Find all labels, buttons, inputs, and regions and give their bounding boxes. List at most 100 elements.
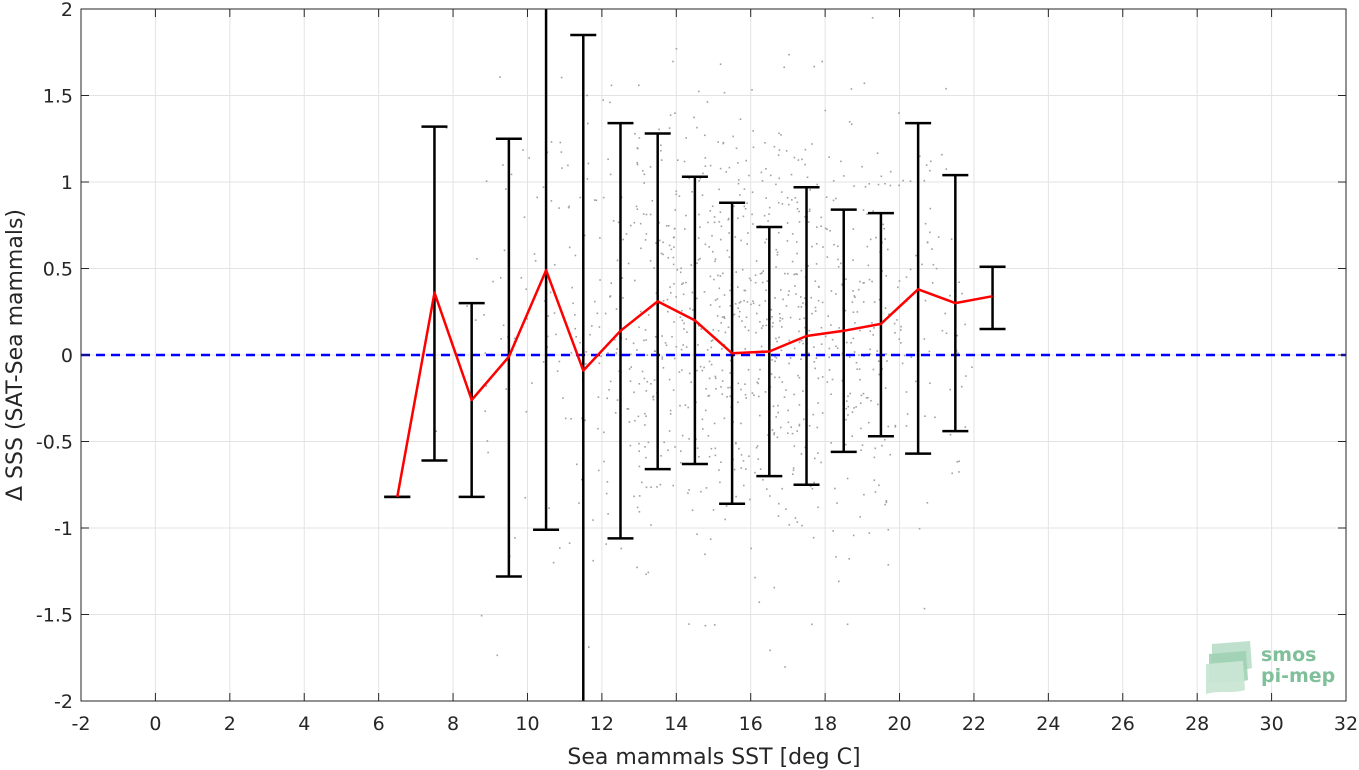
scatter-point (771, 359, 773, 361)
scatter-point (901, 362, 904, 365)
scatter-point (949, 433, 952, 436)
scatter-point (668, 430, 671, 432)
scatter-point (800, 269, 803, 272)
scatter-point (698, 324, 700, 327)
scatter-point (505, 188, 507, 190)
scatter-point (773, 433, 775, 436)
scatter-point (640, 247, 642, 250)
scatter-point (680, 461, 682, 464)
scatter-point (503, 249, 506, 252)
scatter-point (929, 169, 931, 172)
scatter-point (662, 253, 664, 256)
scatter-point (862, 392, 865, 395)
scatter-point (873, 301, 876, 303)
scatter-point (846, 623, 849, 626)
scatter-point (668, 378, 671, 381)
scatter-point (708, 360, 711, 363)
scatter-point (672, 60, 674, 63)
scatter-point (627, 408, 630, 410)
scatter-point (853, 295, 856, 297)
scatter-point (665, 225, 668, 227)
scatter-point (811, 312, 813, 315)
scatter-point (792, 473, 794, 475)
scatter-point (688, 623, 690, 625)
scatter-point (669, 413, 672, 415)
scatter-point (813, 65, 815, 68)
scatter-point (752, 130, 754, 132)
scatter-point (733, 205, 735, 208)
scatter-point (764, 142, 766, 144)
scatter-point (644, 446, 646, 448)
scatter-point (643, 339, 645, 342)
scatter-point (929, 231, 931, 234)
scatter-point (595, 199, 598, 202)
scatter-point (885, 275, 887, 277)
scatter-point (951, 472, 953, 475)
scatter-point (808, 210, 811, 212)
scatter-point (776, 340, 778, 343)
scatter-point (777, 231, 780, 234)
scatter-point (690, 381, 692, 383)
scatter-point (592, 559, 594, 562)
scatter-point (924, 222, 927, 225)
scatter-point (817, 299, 820, 302)
scatter-point (721, 348, 723, 350)
scatter-point (688, 177, 691, 180)
scatter-point (709, 210, 712, 212)
scatter-point (738, 447, 740, 450)
scatter-point (720, 322, 722, 324)
x-tick-label-0: -2 (72, 713, 91, 735)
scatter-point (638, 511, 641, 513)
scatter-point (681, 283, 683, 285)
x-tick-label-11: 20 (887, 713, 911, 735)
scatter-point (786, 222, 789, 224)
scatter-point (752, 302, 755, 305)
scatter-point (638, 383, 641, 385)
scatter-point (885, 353, 887, 355)
scatter-point (681, 309, 683, 312)
scatter-point (707, 435, 710, 437)
scatter-point (650, 383, 652, 385)
scatter-point (926, 241, 929, 244)
scatter-point (548, 507, 550, 509)
scatter-point (734, 303, 737, 305)
scatter-point (702, 428, 704, 430)
scatter-point (607, 352, 609, 354)
scatter-point (733, 468, 736, 471)
scatter-point (636, 208, 639, 210)
scatter-point (712, 329, 715, 331)
x-tick-label-5: 8 (447, 713, 459, 735)
scatter-point (958, 281, 960, 283)
scatter-point (562, 397, 564, 399)
scatter-point (945, 168, 948, 170)
scatter-point (784, 272, 786, 275)
scatter-point (547, 315, 550, 317)
scatter-point (727, 326, 730, 329)
scatter-point (820, 461, 822, 464)
scatter-point (800, 339, 803, 342)
scatter-point (847, 405, 850, 408)
scatter-point (533, 253, 536, 255)
scatter-point (838, 327, 840, 329)
scatter-point (525, 288, 527, 290)
scatter-point (870, 399, 872, 402)
scatter-point (767, 220, 769, 222)
scatter-point (643, 377, 646, 380)
scatter-point (826, 381, 829, 383)
scatter-point (860, 427, 862, 430)
scatter-point (849, 356, 851, 359)
scatter-point (780, 134, 782, 136)
scatter-point (841, 379, 844, 382)
scatter-point (739, 310, 741, 313)
scatter-point (735, 271, 737, 273)
scatter-point (884, 307, 887, 309)
scatter-point (793, 393, 795, 396)
scatter-point (699, 177, 702, 180)
scatter-point (710, 447, 713, 450)
scatter-point (883, 227, 885, 230)
scatter-point (762, 270, 764, 272)
scatter-point (810, 296, 812, 299)
scatter-point (855, 361, 858, 364)
scatter-point (719, 481, 721, 484)
scatter-point (585, 351, 587, 353)
